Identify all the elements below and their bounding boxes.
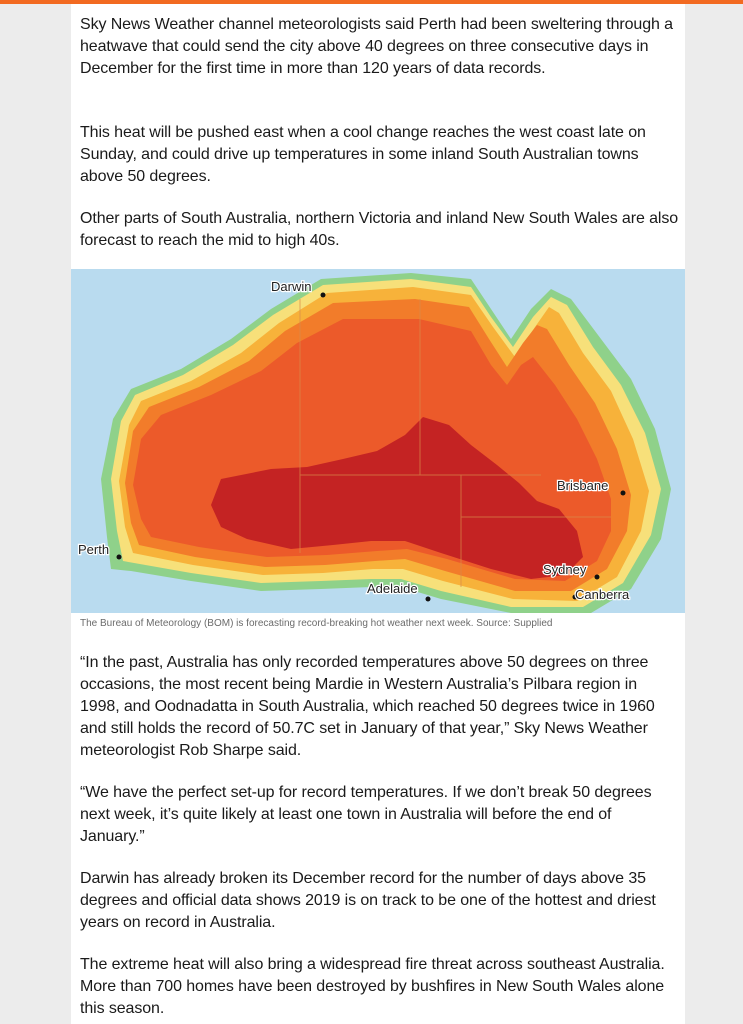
city-label-canberra: Canberra <box>575 587 630 602</box>
image-caption: The Bureau of Meteorology (BOM) is forec… <box>80 618 553 629</box>
article-body: Sky News Weather channel meteorologists … <box>71 4 685 1024</box>
state-borders <box>299 299 611 587</box>
city-label-sydney: Sydney <box>543 562 587 577</box>
australia-heat-map-svg: Darwin Brisbane Perth Sydney Adelaide Ca… <box>71 269 685 613</box>
city-label-perth: Perth <box>78 542 109 557</box>
article-paragraph: Darwin has already broken its December r… <box>80 870 656 931</box>
city-dot-perth <box>116 554 122 560</box>
article-paragraph: The extreme heat will also bring a wides… <box>80 956 665 1017</box>
top-accent-bar <box>0 0 743 4</box>
city-dot-canberra <box>572 594 578 600</box>
article-paragraph: Sky News Weather channel meteorologists … <box>80 16 673 77</box>
heat-forecast-map: Darwin Brisbane Perth Sydney Adelaide Ca… <box>71 269 685 613</box>
extreme-heat-core <box>211 417 583 579</box>
city-dot-adelaide <box>425 596 431 602</box>
city-label-adelaide: Adelaide <box>367 581 418 596</box>
city-dot-sydney <box>594 574 600 580</box>
article-paragraph: “In the past, Australia has only recorde… <box>80 654 655 759</box>
city-dot-darwin <box>320 292 326 298</box>
article-paragraph: This heat will be pushed east when a coo… <box>80 124 646 185</box>
article-paragraph: “We have the perfect set-up for record t… <box>80 784 652 845</box>
city-dot-brisbane <box>620 490 626 496</box>
article-paragraph: Other parts of South Australia, northern… <box>80 210 679 249</box>
city-label-darwin: Darwin <box>271 279 311 294</box>
city-label-brisbane: Brisbane <box>557 478 608 493</box>
